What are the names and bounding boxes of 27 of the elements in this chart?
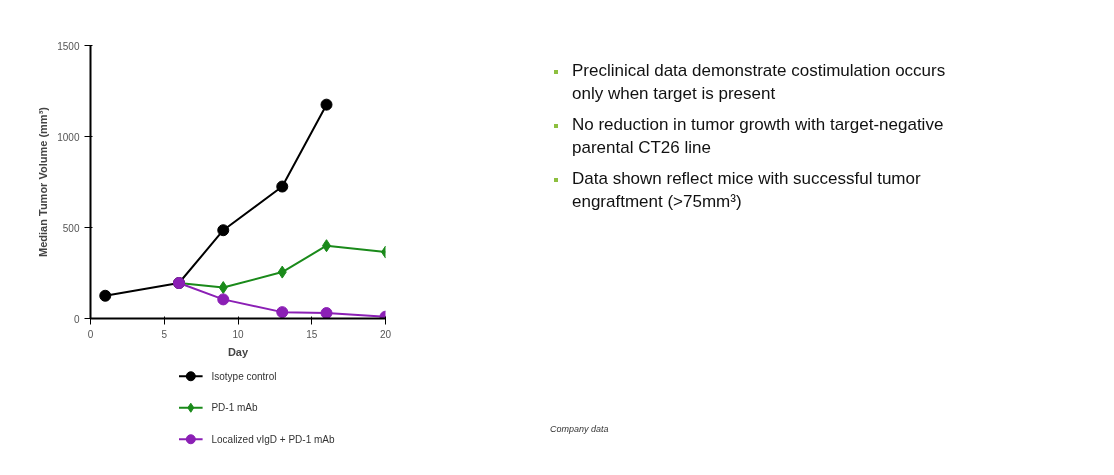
point: [217, 224, 230, 237]
point: [218, 281, 228, 295]
x-tick-label: 5: [161, 328, 168, 340]
x-axis-title: Day: [227, 345, 249, 358]
x-tick-label: 20: [379, 328, 392, 340]
point: [276, 306, 289, 319]
legend-label: PD-1 mAb: [211, 402, 259, 414]
point: [320, 98, 333, 111]
y-tick-label: 0: [73, 313, 80, 325]
x-tick-label: 0: [87, 328, 94, 340]
point: [277, 265, 287, 279]
x-tick-label: 15: [306, 328, 318, 340]
text: Company data: [550, 423, 609, 436]
point: [217, 293, 230, 306]
point: [276, 180, 289, 193]
y-axis-title: Median Tumor Volume (mm³): [37, 106, 50, 257]
legend-label: Localized vIgD + PD-1 mAb: [211, 433, 335, 445]
legend-label: Isotype control: [211, 370, 277, 382]
text: Preclinical data demonstrate costimulation occurs only when target is present: [572, 60, 947, 105]
y-tick-label: 500: [62, 222, 80, 234]
text: Data shown reflect mice with successful tumor engraftment (>75mm³): [572, 167, 922, 213]
point: [320, 307, 333, 319]
point: [99, 289, 112, 302]
y-tick-label: 1000: [57, 131, 80, 143]
x-tick-label: 10: [232, 328, 244, 340]
text: No reduction in tumor growth with target-negative parental CT26 line: [572, 113, 945, 159]
y-tick-label: 1500: [57, 40, 80, 52]
